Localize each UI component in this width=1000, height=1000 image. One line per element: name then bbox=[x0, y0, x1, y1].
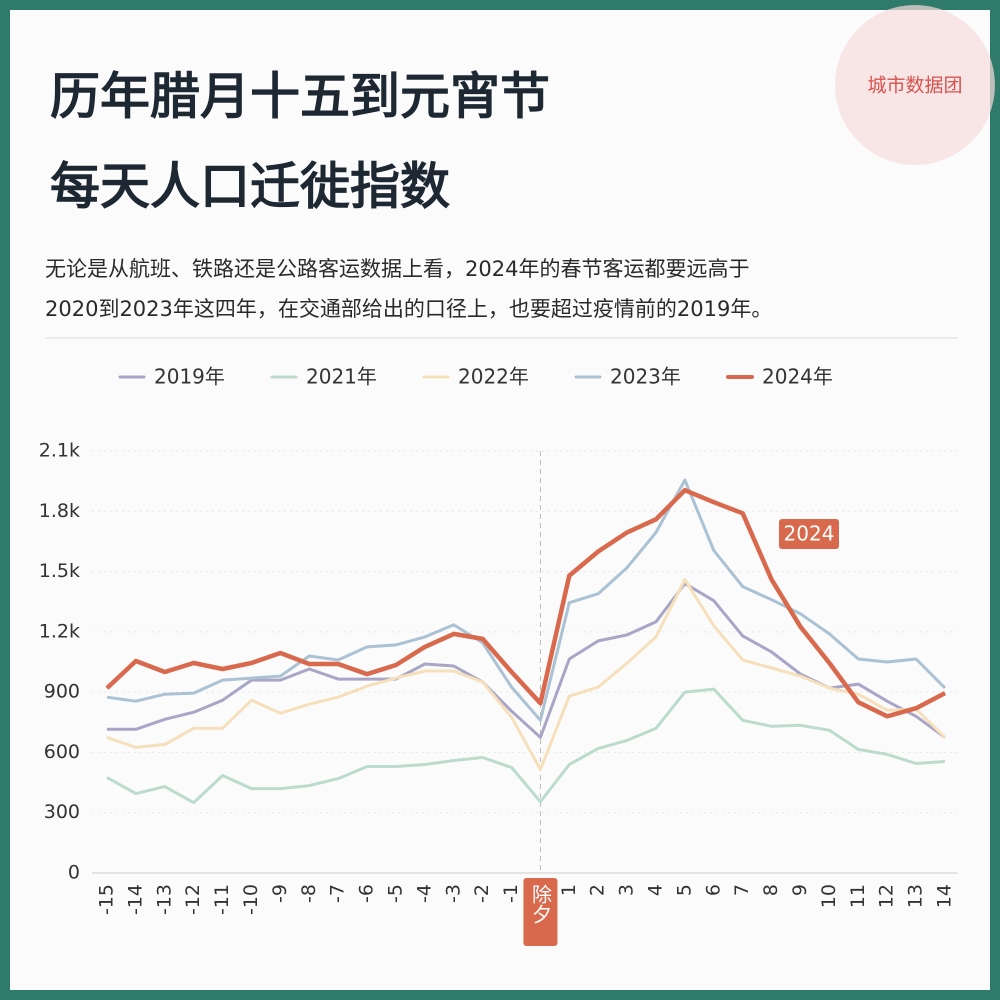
series-line bbox=[106, 578, 947, 771]
x-tick-label: -12 bbox=[182, 884, 204, 915]
legend-label: 2023年 bbox=[610, 365, 681, 389]
x-tick-label: -7 bbox=[327, 884, 349, 903]
x-tick-label: -10 bbox=[240, 884, 262, 915]
highlight-box bbox=[523, 878, 558, 946]
x-tick-label: 6 bbox=[702, 884, 724, 896]
legend-label: 2021年 bbox=[306, 365, 377, 389]
y-tick-label: 2.1k bbox=[39, 440, 80, 462]
x-tick-label: 11 bbox=[847, 884, 869, 908]
series-line bbox=[105, 487, 947, 719]
x-tick-label: -8 bbox=[298, 884, 320, 903]
brand-watermark bbox=[835, 5, 995, 165]
x-tick-label: 13 bbox=[905, 884, 927, 908]
x-tick-label: -4 bbox=[413, 884, 435, 903]
y-tick-label: 1.2k bbox=[39, 620, 80, 642]
x-tick-label: 5 bbox=[673, 884, 695, 896]
y-tick-label: 1.8k bbox=[39, 500, 80, 522]
x-tick-label: 14 bbox=[934, 884, 956, 908]
background bbox=[10, 10, 990, 990]
chart-title: 历年腊月十五到元宵节 bbox=[50, 68, 550, 126]
annotation-box bbox=[779, 519, 839, 549]
subtitle: 2020到2023年这四年，在交通部给出的口径上，也要超过疫情前的2019年。 bbox=[45, 297, 772, 321]
x-tick-label: -3 bbox=[442, 884, 464, 903]
brand: 城市数据团 bbox=[867, 75, 962, 97]
y-tick-label: 300 bbox=[44, 801, 80, 823]
y-tick-label: 600 bbox=[44, 741, 80, 763]
legend-label: 2024年 bbox=[762, 365, 833, 389]
y-tick-label: 0 bbox=[68, 862, 80, 884]
x-tick-label: -14 bbox=[124, 884, 146, 915]
x-tick-label: -1 bbox=[500, 884, 522, 903]
x-tick-label: 除夕 bbox=[528, 884, 552, 924]
x-tick-label: 12 bbox=[876, 884, 898, 908]
x-tick-label: 4 bbox=[645, 884, 667, 896]
x-tick-label: -11 bbox=[211, 884, 233, 915]
x-tick-label: -5 bbox=[384, 884, 406, 903]
y-tick-label: 1.5k bbox=[39, 560, 80, 582]
x-tick-label: -13 bbox=[153, 884, 175, 915]
series-line bbox=[107, 582, 946, 739]
chart-title: 每天人口迁徙指数 bbox=[50, 158, 450, 216]
x-tick-label: 2 bbox=[587, 884, 609, 896]
x-tick-label: -15 bbox=[96, 884, 118, 915]
x-tick-label: 8 bbox=[760, 884, 782, 896]
x-tick-label: 3 bbox=[616, 884, 638, 896]
subtitle: 无论是从航班、铁路还是公路客运数据上看，2024年的春节客运都要远高于 bbox=[45, 257, 749, 281]
legend-label: 2019年 bbox=[154, 365, 225, 389]
x-tick-label: 9 bbox=[789, 884, 811, 896]
series-line bbox=[106, 687, 946, 805]
x-tick-label: -6 bbox=[356, 884, 378, 903]
y-tick-label: 900 bbox=[44, 681, 80, 703]
x-tick-label: -9 bbox=[269, 884, 291, 903]
annotation: 2024 bbox=[784, 522, 835, 546]
x-tick-label: 10 bbox=[818, 884, 840, 908]
x-tick-label: 7 bbox=[731, 884, 753, 896]
series-line bbox=[106, 478, 947, 722]
x-tick-label: -2 bbox=[471, 884, 493, 903]
legend-label: 2022年 bbox=[458, 365, 529, 389]
x-tick-label: 1 bbox=[558, 884, 580, 896]
